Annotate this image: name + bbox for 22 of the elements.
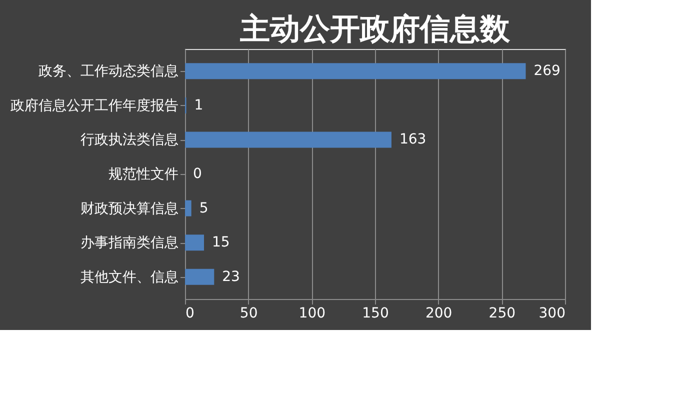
x-tick-label: 300 (538, 306, 566, 322)
data-label: 1 (194, 97, 204, 114)
x-tick-label: 50 (240, 306, 258, 322)
x-tick-label: 200 (425, 306, 452, 322)
data-label: 23 (222, 268, 240, 285)
data-label: 15 (212, 234, 230, 251)
y-tick-label: 财政预决算信息 (80, 200, 178, 217)
x-tick-label: 150 (362, 306, 389, 322)
data-label: 269 (534, 63, 560, 80)
x-tick-label: 100 (298, 306, 326, 322)
y-tick-label: 其他文件、信息 (80, 269, 178, 286)
x-tick-label: 250 (488, 306, 516, 322)
data-label: 0 (193, 166, 202, 182)
y-tick-label: 规范性文件 (108, 166, 178, 182)
y-tick-label: 政务、工作动态类信息 (38, 64, 178, 80)
data-label: 163 (399, 132, 426, 148)
chart-title: 主动公开政府信息数 (239, 12, 511, 47)
y-tick-label: 办事指南类信息 (80, 235, 178, 252)
x-tick-label: 0 (186, 306, 194, 322)
y-tick-label: 政府信息公开工作年度报告 (10, 98, 178, 114)
y-tick-label: 行政执法类信息 (80, 132, 178, 148)
data-label: 5 (199, 200, 208, 216)
